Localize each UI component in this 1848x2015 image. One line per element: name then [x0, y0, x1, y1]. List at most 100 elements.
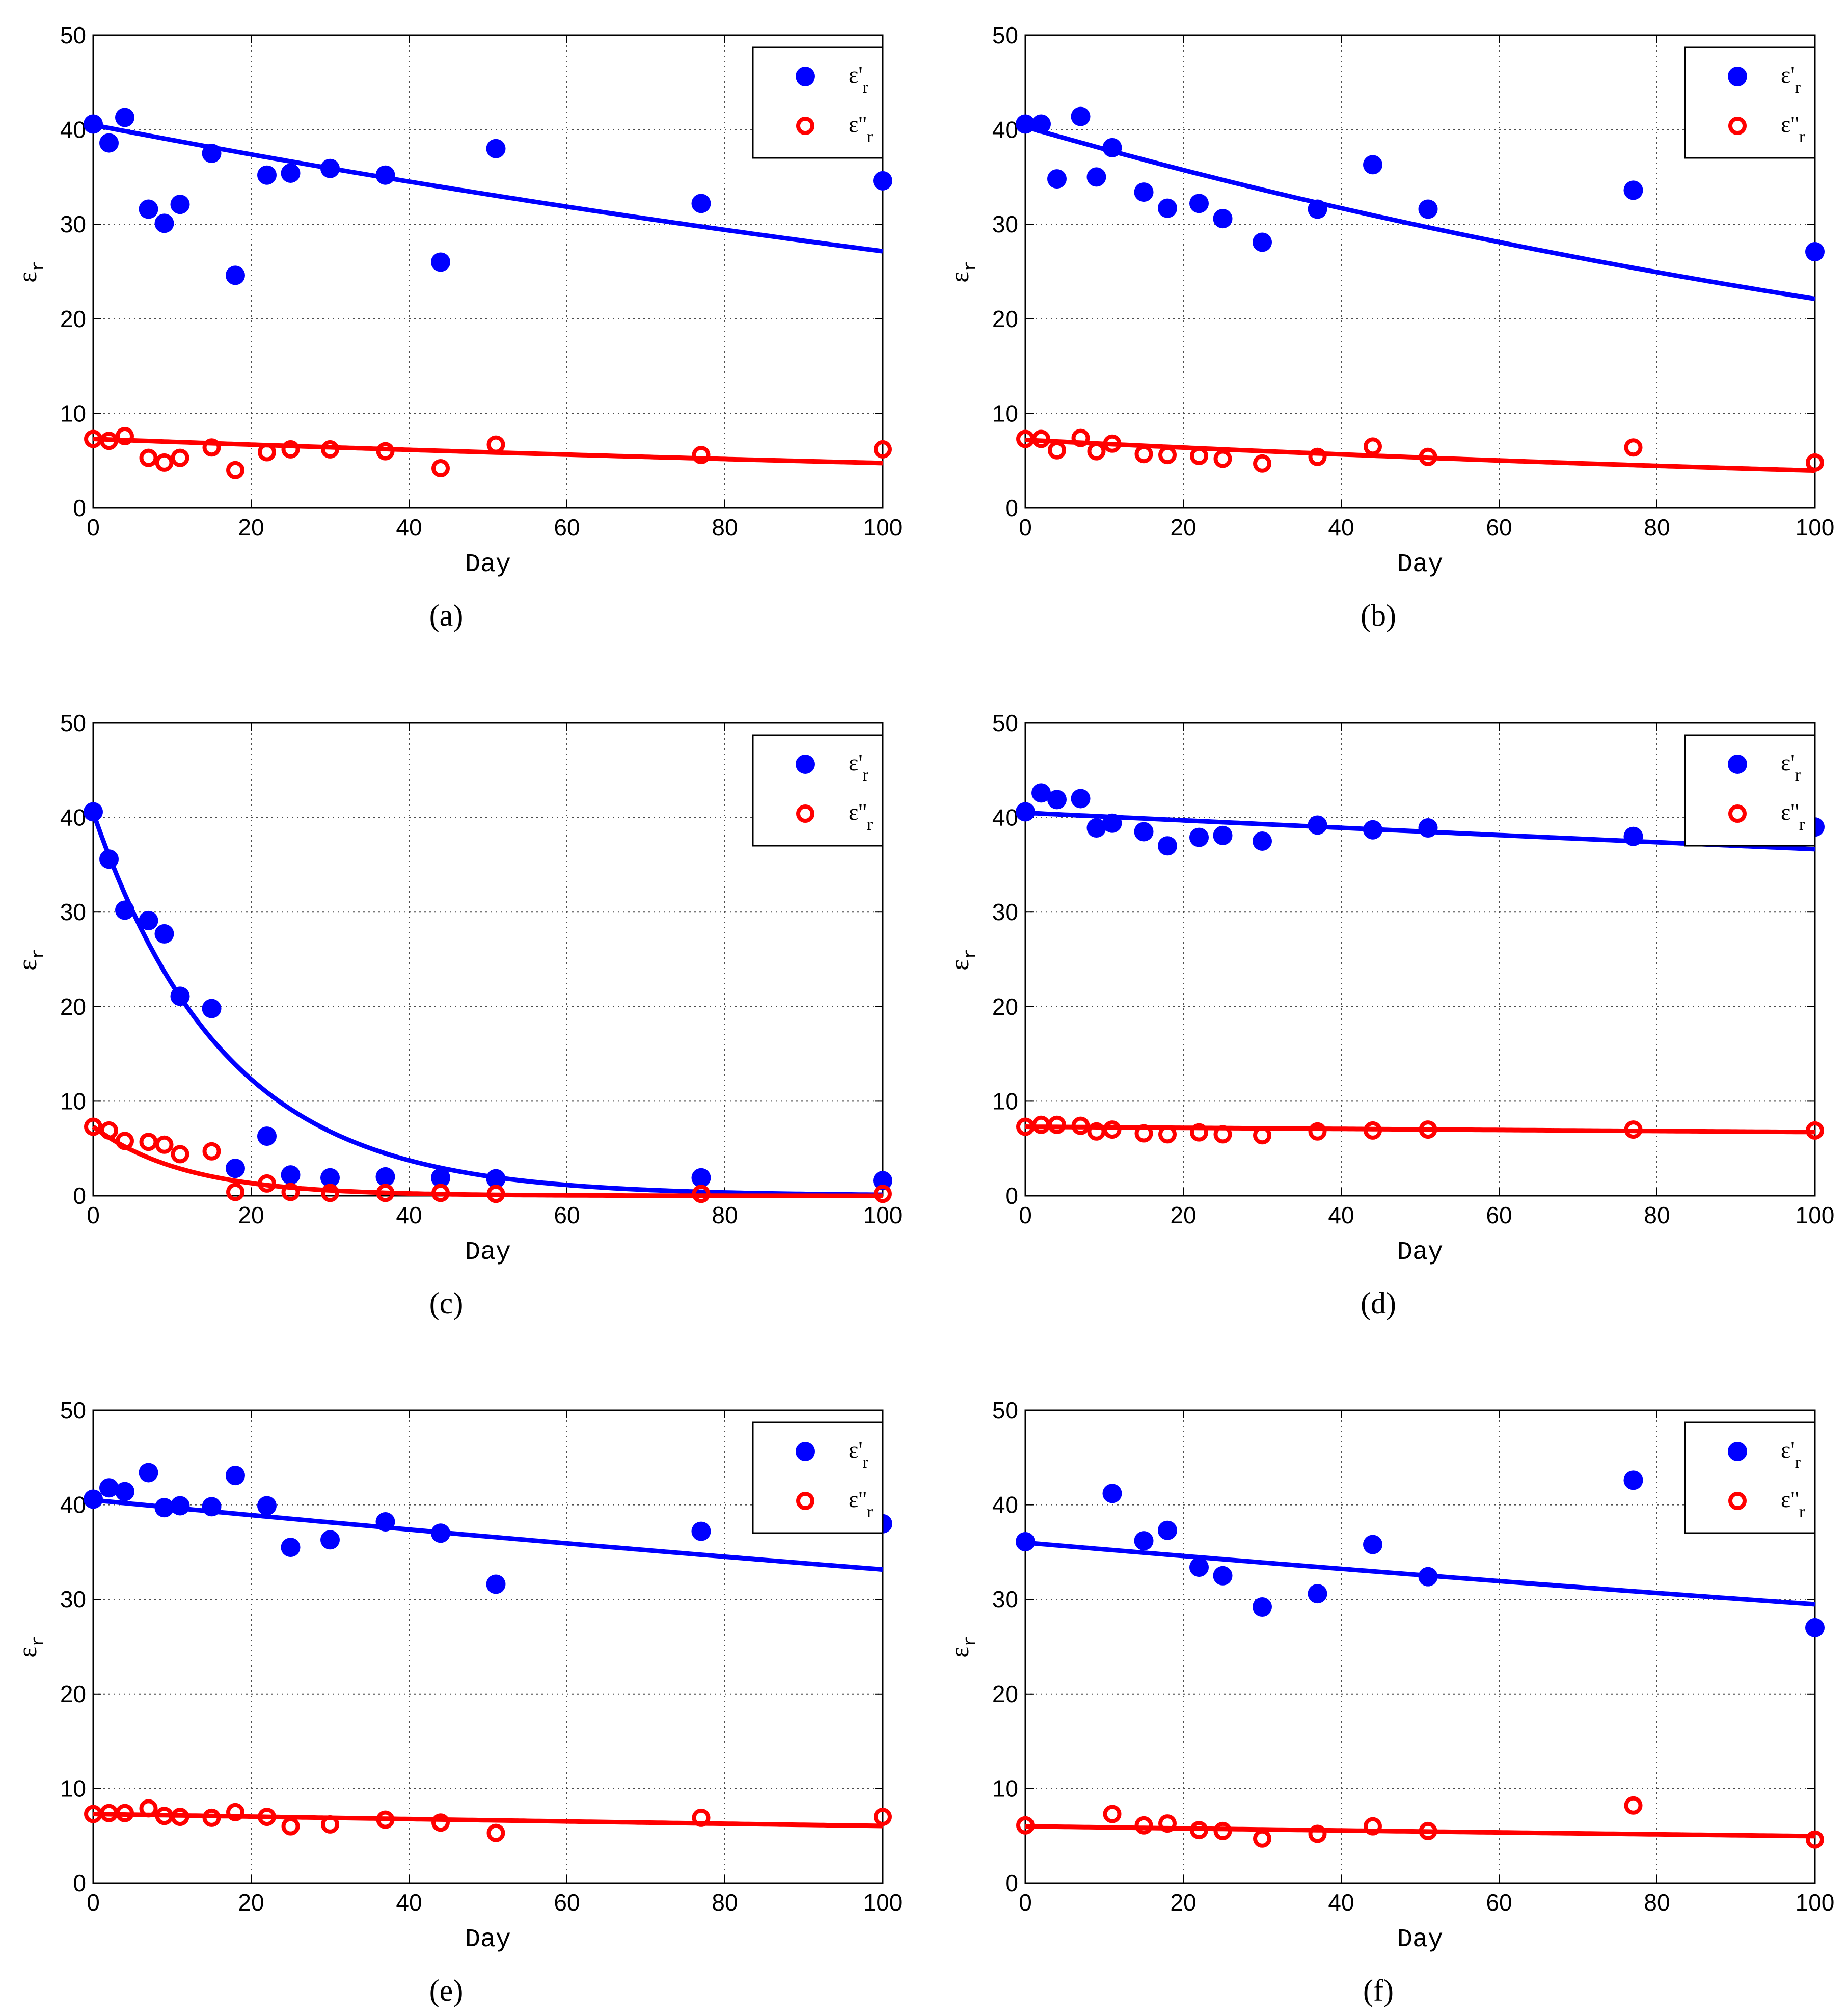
y-tick-label: 20: [60, 993, 86, 1020]
x-tick-label: 0: [87, 514, 100, 541]
imag-data-point: [1016, 1816, 1035, 1835]
legend-label: ε''r: [849, 111, 873, 146]
real-data-point: [1623, 826, 1643, 846]
imag-data-point: [376, 1184, 395, 1202]
x-tick-label: 80: [1644, 1202, 1670, 1228]
real-data-point: [1213, 825, 1233, 845]
real-data-point: [257, 1126, 277, 1146]
plot-area: [93, 1410, 883, 1883]
legend-label: ε''r: [1781, 1486, 1805, 1521]
real-data-point: [1158, 836, 1177, 856]
imag-data-point: [202, 438, 221, 457]
imag-data-point: [1624, 438, 1643, 457]
real-data-point: [486, 1169, 506, 1189]
legend-subscript: r: [863, 766, 869, 785]
legend-subscript: r: [863, 78, 869, 97]
legend-subscript: r: [1799, 127, 1805, 146]
real-data-point: [170, 1496, 190, 1516]
imag-data-point: [1103, 434, 1122, 453]
imag-data-point: [376, 442, 395, 461]
real-data-point: [1086, 818, 1106, 838]
real-data-point: [154, 213, 174, 233]
x-tick-label: 0: [87, 1889, 100, 1916]
real-data-point: [115, 108, 134, 127]
x-tick-label: 20: [1170, 514, 1196, 541]
real-data-point: [99, 849, 119, 869]
y-axis-subscript: r: [28, 948, 49, 959]
real-fit-line: [1024, 124, 1815, 301]
x-axis-label: Day: [1397, 1925, 1443, 1954]
real-data-point: [115, 1482, 134, 1501]
y-tick-label: 20: [60, 306, 86, 332]
x-axis-label: Day: [465, 550, 511, 579]
y-tick-label: 50: [992, 22, 1018, 48]
y-tick-label: 0: [73, 1183, 86, 1209]
imag-data-point: [1071, 1116, 1090, 1135]
x-tick-label: 100: [1796, 1202, 1835, 1228]
imag-data-point: [1158, 446, 1177, 465]
real-data-point: [1134, 822, 1154, 842]
imag-data-point: [486, 1185, 505, 1203]
y-tick-label: 50: [992, 1397, 1018, 1423]
imag-data-point: [116, 1804, 134, 1822]
real-data-point: [139, 910, 158, 930]
x-axis-label: Day: [465, 1925, 511, 1954]
real-data-point: [281, 163, 301, 183]
real-data-point: [226, 265, 245, 285]
real-data-point: [154, 1498, 174, 1518]
real-data-point: [431, 252, 450, 272]
legend-symbol: ε': [1781, 1437, 1795, 1463]
legend-symbol: ε': [849, 1437, 863, 1463]
x-tick-label: 20: [238, 1202, 264, 1228]
x-tick-label: 20: [1170, 1889, 1196, 1916]
real-data-point: [1363, 1535, 1382, 1554]
real-data-point: [431, 1523, 450, 1543]
legend-box: [1684, 734, 1816, 847]
imag-data-point: [1624, 1120, 1643, 1139]
real-data-point: [281, 1165, 301, 1185]
y-tick-label: 10: [992, 1088, 1018, 1114]
real-data-point: [1047, 790, 1067, 810]
real-data-point: [1213, 209, 1233, 229]
y-axis-subscript: r: [28, 260, 49, 272]
imag-data-point: [1103, 1120, 1122, 1139]
imag-data-point: [116, 1132, 134, 1150]
legend-imag-marker: [1728, 804, 1747, 823]
imag-data-point: [692, 1185, 711, 1203]
real-data-point: [99, 1478, 119, 1498]
real-data-point: [1134, 182, 1154, 202]
real-fit-line: [93, 122, 883, 254]
x-tick-label: 80: [1644, 1889, 1670, 1916]
y-axis-label: εr: [13, 1635, 49, 1657]
real-data-point: [375, 1167, 395, 1187]
legend-subscript: r: [867, 815, 873, 834]
real-data-point: [1253, 1597, 1272, 1617]
panel-caption: (c): [429, 1286, 464, 1320]
x-tick-label: 100: [863, 514, 903, 541]
axes-frame: [92, 1409, 884, 1884]
imag-data-point: [1134, 445, 1153, 464]
legend-box: [752, 46, 884, 159]
y-tick-label: 20: [992, 306, 1018, 332]
imag-data-point: [1364, 437, 1382, 456]
legend-symbol: ε'': [1781, 111, 1799, 137]
x-axis-label: Day: [465, 1238, 511, 1267]
real-data-point: [1363, 820, 1382, 840]
real-data-point: [375, 1512, 395, 1532]
imag-data-point: [1048, 441, 1066, 460]
legend-imag-marker: [1728, 1492, 1747, 1510]
x-tick-label: 0: [1019, 514, 1032, 541]
real-data-point: [873, 1171, 892, 1191]
y-tick-label: 50: [60, 710, 86, 736]
legend-real-marker: [1728, 67, 1747, 86]
plot-area: [93, 723, 883, 1196]
real-data-point: [691, 194, 711, 213]
imag-data-point: [431, 1813, 450, 1832]
y-tick-label: 30: [992, 899, 1018, 925]
imag-data-point: [1419, 447, 1437, 466]
y-axis-symbol: ε: [945, 959, 974, 971]
legend-box: [1684, 1421, 1816, 1534]
y-tick-label: 10: [60, 1775, 86, 1802]
real-data-point: [1418, 1567, 1438, 1587]
real-data-point: [154, 924, 174, 944]
